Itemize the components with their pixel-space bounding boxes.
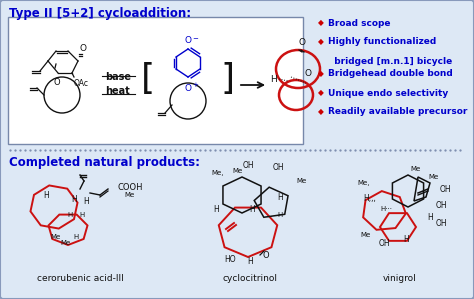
Text: H: H (71, 195, 77, 204)
Text: bridged [m.n.1] bicycle: bridged [m.n.1] bicycle (328, 57, 452, 65)
Text: O: O (184, 36, 191, 45)
Text: H: H (277, 193, 283, 202)
Text: Completed natural products:: Completed natural products: (9, 156, 200, 169)
Text: OH: OH (436, 219, 447, 228)
Text: ◆: ◆ (318, 19, 324, 28)
Text: O: O (54, 78, 60, 87)
Text: ]: ] (221, 62, 235, 96)
Text: H: H (43, 190, 49, 199)
Text: Me: Me (297, 178, 307, 184)
Text: OH: OH (242, 161, 254, 170)
Text: O: O (299, 38, 306, 47)
Text: Me,: Me, (212, 170, 224, 176)
Text: Me: Me (429, 174, 439, 180)
Text: Me: Me (124, 192, 134, 198)
Text: cyclocitrinol: cyclocitrinol (222, 274, 277, 283)
Text: H: H (271, 74, 277, 83)
Text: Type II [5+2] cycloaddition:: Type II [5+2] cycloaddition: (9, 7, 191, 20)
Text: OH: OH (440, 184, 452, 193)
Text: H···: H··· (380, 206, 392, 212)
Text: H: H (213, 205, 219, 213)
FancyBboxPatch shape (8, 17, 303, 144)
Text: H: H (427, 213, 433, 222)
Text: Me: Me (361, 232, 371, 238)
Text: H: H (249, 205, 255, 213)
Text: O: O (184, 84, 191, 93)
Text: H,,,: H,,, (364, 195, 376, 204)
Text: ◆: ◆ (318, 37, 324, 47)
Text: ◆: ◆ (318, 69, 324, 79)
Text: O: O (304, 68, 311, 77)
Text: Me: Me (233, 168, 243, 174)
Text: H: H (403, 234, 409, 243)
Text: −: − (192, 36, 198, 42)
Text: Highly functionalized: Highly functionalized (328, 37, 436, 47)
Text: H: H (79, 212, 85, 218)
Text: HO: HO (224, 254, 236, 263)
Text: ◆: ◆ (318, 108, 324, 117)
Text: OH: OH (436, 201, 447, 210)
Text: Me: Me (61, 240, 71, 246)
Text: Readily available precursor: Readily available precursor (328, 108, 467, 117)
Text: OH: OH (378, 239, 390, 248)
Text: Me,: Me, (358, 180, 370, 186)
Text: OH: OH (272, 162, 284, 172)
Text: H: H (73, 234, 79, 240)
Text: base
heat: base heat (105, 72, 131, 96)
Text: cerorubenic acid-III: cerorubenic acid-III (36, 274, 123, 283)
Text: Me: Me (411, 166, 421, 172)
Text: H: H (247, 257, 253, 266)
Text: H: H (83, 196, 89, 205)
Text: O: O (80, 44, 86, 53)
Text: ◆: ◆ (318, 89, 324, 97)
Text: Broad scope: Broad scope (328, 19, 391, 28)
Text: H: H (67, 212, 73, 218)
Text: [: [ (141, 62, 155, 96)
Text: +: + (192, 82, 198, 88)
Text: O: O (263, 251, 269, 260)
Text: COOH: COOH (118, 182, 144, 191)
Text: Bridgehead double bond: Bridgehead double bond (328, 69, 453, 79)
Text: H: H (277, 212, 283, 218)
Text: Unique endo selectivity: Unique endo selectivity (328, 89, 448, 97)
Text: OAc: OAc (74, 79, 89, 88)
Text: Me: Me (51, 234, 61, 240)
Text: vinigrol: vinigrol (383, 274, 417, 283)
